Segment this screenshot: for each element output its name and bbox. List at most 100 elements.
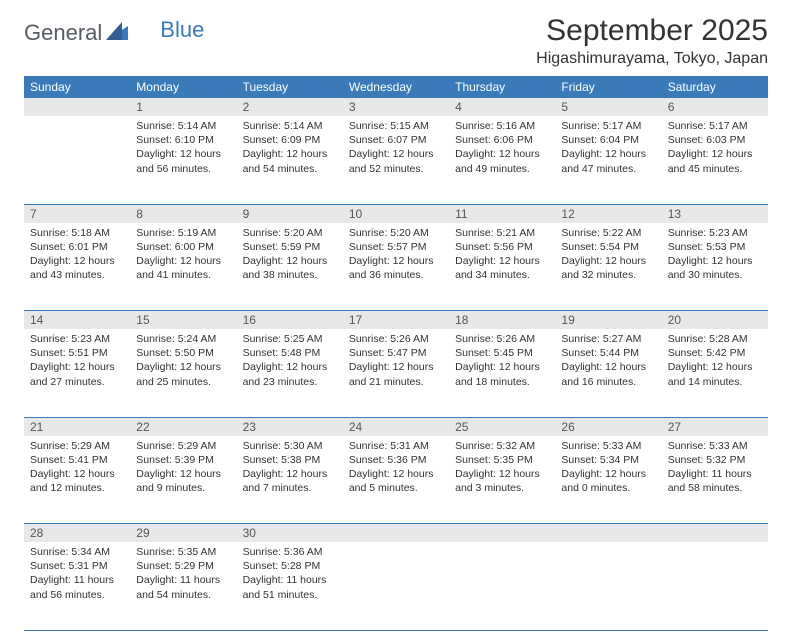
day-cell-body: Sunrise: 5:34 AMSunset: 5:31 PMDaylight:… (24, 542, 130, 608)
logo-flag-icon (106, 22, 128, 45)
day-cell-body: Sunrise: 5:17 AMSunset: 6:03 PMDaylight:… (662, 116, 768, 182)
day-cell: Sunrise: 5:22 AMSunset: 5:54 PMDaylight:… (555, 223, 661, 311)
day-cell-body: Sunrise: 5:25 AMSunset: 5:48 PMDaylight:… (237, 329, 343, 395)
weekday-header: Friday (555, 76, 661, 98)
day-cell (449, 542, 555, 630)
day-number-cell: 7 (24, 204, 130, 223)
day-number-cell: 22 (130, 417, 236, 436)
day-number-cell (662, 524, 768, 543)
day-cell (662, 542, 768, 630)
day-cell-body: Sunrise: 5:29 AMSunset: 5:39 PMDaylight:… (130, 436, 236, 502)
day-cell: Sunrise: 5:26 AMSunset: 5:45 PMDaylight:… (449, 329, 555, 417)
day-cell-body: Sunrise: 5:29 AMSunset: 5:41 PMDaylight:… (24, 436, 130, 502)
day-cell: Sunrise: 5:14 AMSunset: 6:10 PMDaylight:… (130, 116, 236, 204)
day-cell-body: Sunrise: 5:16 AMSunset: 6:06 PMDaylight:… (449, 116, 555, 182)
week-row: Sunrise: 5:14 AMSunset: 6:10 PMDaylight:… (24, 116, 768, 204)
day-number-cell: 5 (555, 98, 661, 116)
day-cell-body: Sunrise: 5:31 AMSunset: 5:36 PMDaylight:… (343, 436, 449, 502)
day-number-cell (24, 98, 130, 116)
day-cell-body: Sunrise: 5:33 AMSunset: 5:32 PMDaylight:… (662, 436, 768, 502)
week-row: Sunrise: 5:29 AMSunset: 5:41 PMDaylight:… (24, 436, 768, 524)
day-cell: Sunrise: 5:34 AMSunset: 5:31 PMDaylight:… (24, 542, 130, 630)
day-number-cell: 9 (237, 204, 343, 223)
day-cell: Sunrise: 5:25 AMSunset: 5:48 PMDaylight:… (237, 329, 343, 417)
day-cell: Sunrise: 5:29 AMSunset: 5:41 PMDaylight:… (24, 436, 130, 524)
day-number-cell: 23 (237, 417, 343, 436)
day-cell (343, 542, 449, 630)
day-number-cell: 26 (555, 417, 661, 436)
day-number-cell: 25 (449, 417, 555, 436)
day-cell: Sunrise: 5:29 AMSunset: 5:39 PMDaylight:… (130, 436, 236, 524)
day-cell-body: Sunrise: 5:20 AMSunset: 5:59 PMDaylight:… (237, 223, 343, 289)
logo: General Blue (24, 20, 204, 46)
day-number-cell: 20 (662, 311, 768, 330)
day-cell: Sunrise: 5:23 AMSunset: 5:51 PMDaylight:… (24, 329, 130, 417)
weekday-header: Thursday (449, 76, 555, 98)
day-number-cell: 28 (24, 524, 130, 543)
day-cell: Sunrise: 5:28 AMSunset: 5:42 PMDaylight:… (662, 329, 768, 417)
day-cell-body: Sunrise: 5:27 AMSunset: 5:44 PMDaylight:… (555, 329, 661, 395)
day-cell: Sunrise: 5:20 AMSunset: 5:59 PMDaylight:… (237, 223, 343, 311)
day-cell: Sunrise: 5:18 AMSunset: 6:01 PMDaylight:… (24, 223, 130, 311)
calendar-body: 12 3456 Sunrise: 5:14 AMSunset: 6:10 PMDay… (24, 98, 768, 630)
day-cell: Sunrise: 5:31 AMSunset: 5:36 PMDaylight:… (343, 436, 449, 524)
day-cell: Sunrise: 5:21 AMSunset: 5:56 PMDaylight:… (449, 223, 555, 311)
daynum-row: 282930 (24, 524, 768, 543)
day-cell-body: Sunrise: 5:24 AMSunset: 5:50 PMDaylight:… (130, 329, 236, 395)
day-number-cell: 8 (130, 204, 236, 223)
day-number-cell (449, 524, 555, 543)
day-cell: Sunrise: 5:26 AMSunset: 5:47 PMDaylight:… (343, 329, 449, 417)
day-number-cell: 4 (449, 98, 555, 116)
day-cell: Sunrise: 5:36 AMSunset: 5:28 PMDaylight:… (237, 542, 343, 630)
day-number-cell: 6 (662, 98, 768, 116)
day-cell: Sunrise: 5:32 AMSunset: 5:35 PMDaylight:… (449, 436, 555, 524)
day-number-cell: 18 (449, 311, 555, 330)
day-number-cell: 11 (449, 204, 555, 223)
daynum-row: 14151617181920 (24, 311, 768, 330)
day-cell-body: Sunrise: 5:28 AMSunset: 5:42 PMDaylight:… (662, 329, 768, 395)
day-number-cell: 2 (237, 98, 343, 116)
day-cell-body: Sunrise: 5:20 AMSunset: 5:57 PMDaylight:… (343, 223, 449, 289)
day-cell: Sunrise: 5:24 AMSunset: 5:50 PMDaylight:… (130, 329, 236, 417)
day-number-cell: 16 (237, 311, 343, 330)
logo-text-general: General (24, 20, 102, 46)
day-cell: Sunrise: 5:30 AMSunset: 5:38 PMDaylight:… (237, 436, 343, 524)
day-cell-body: Sunrise: 5:23 AMSunset: 5:51 PMDaylight:… (24, 329, 130, 395)
day-number-cell: 3 (343, 98, 449, 116)
day-number-cell: 12 (555, 204, 661, 223)
day-cell: Sunrise: 5:17 AMSunset: 6:03 PMDaylight:… (662, 116, 768, 204)
day-cell: Sunrise: 5:15 AMSunset: 6:07 PMDaylight:… (343, 116, 449, 204)
day-cell-body: Sunrise: 5:23 AMSunset: 5:53 PMDaylight:… (662, 223, 768, 289)
day-cell: Sunrise: 5:33 AMSunset: 5:34 PMDaylight:… (555, 436, 661, 524)
day-number-cell: 24 (343, 417, 449, 436)
weekday-header: Saturday (662, 76, 768, 98)
day-cell-body: Sunrise: 5:14 AMSunset: 6:09 PMDaylight:… (237, 116, 343, 182)
weekday-header: Sunday (24, 76, 130, 98)
day-number-cell: 19 (555, 311, 661, 330)
day-cell-body: Sunrise: 5:21 AMSunset: 5:56 PMDaylight:… (449, 223, 555, 289)
day-cell-body: Sunrise: 5:32 AMSunset: 5:35 PMDaylight:… (449, 436, 555, 502)
day-cell: Sunrise: 5:23 AMSunset: 5:53 PMDaylight:… (662, 223, 768, 311)
day-cell-body: Sunrise: 5:26 AMSunset: 5:47 PMDaylight:… (343, 329, 449, 395)
calendar-table: Sunday Monday Tuesday Wednesday Thursday… (24, 76, 768, 631)
day-number-cell: 10 (343, 204, 449, 223)
title-block: September 2025 Higashimurayama, Tokyo, J… (536, 14, 768, 68)
day-cell-body: Sunrise: 5:33 AMSunset: 5:34 PMDaylight:… (555, 436, 661, 502)
weekday-header: Tuesday (237, 76, 343, 98)
day-cell: Sunrise: 5:16 AMSunset: 6:06 PMDaylight:… (449, 116, 555, 204)
week-row: Sunrise: 5:23 AMSunset: 5:51 PMDaylight:… (24, 329, 768, 417)
day-cell (24, 116, 130, 204)
day-cell-body: Sunrise: 5:19 AMSunset: 6:00 PMDaylight:… (130, 223, 236, 289)
week-row: Sunrise: 5:18 AMSunset: 6:01 PMDaylight:… (24, 223, 768, 311)
weekday-header: Monday (130, 76, 236, 98)
day-cell: Sunrise: 5:27 AMSunset: 5:44 PMDaylight:… (555, 329, 661, 417)
weekday-header-row: Sunday Monday Tuesday Wednesday Thursday… (24, 76, 768, 98)
daynum-row: 21222324252627 (24, 417, 768, 436)
day-number-cell: 30 (237, 524, 343, 543)
day-cell (555, 542, 661, 630)
day-cell-body: Sunrise: 5:26 AMSunset: 5:45 PMDaylight:… (449, 329, 555, 395)
day-number-cell (555, 524, 661, 543)
day-cell-body: Sunrise: 5:35 AMSunset: 5:29 PMDaylight:… (130, 542, 236, 608)
day-cell-body: Sunrise: 5:15 AMSunset: 6:07 PMDaylight:… (343, 116, 449, 182)
day-cell: Sunrise: 5:20 AMSunset: 5:57 PMDaylight:… (343, 223, 449, 311)
